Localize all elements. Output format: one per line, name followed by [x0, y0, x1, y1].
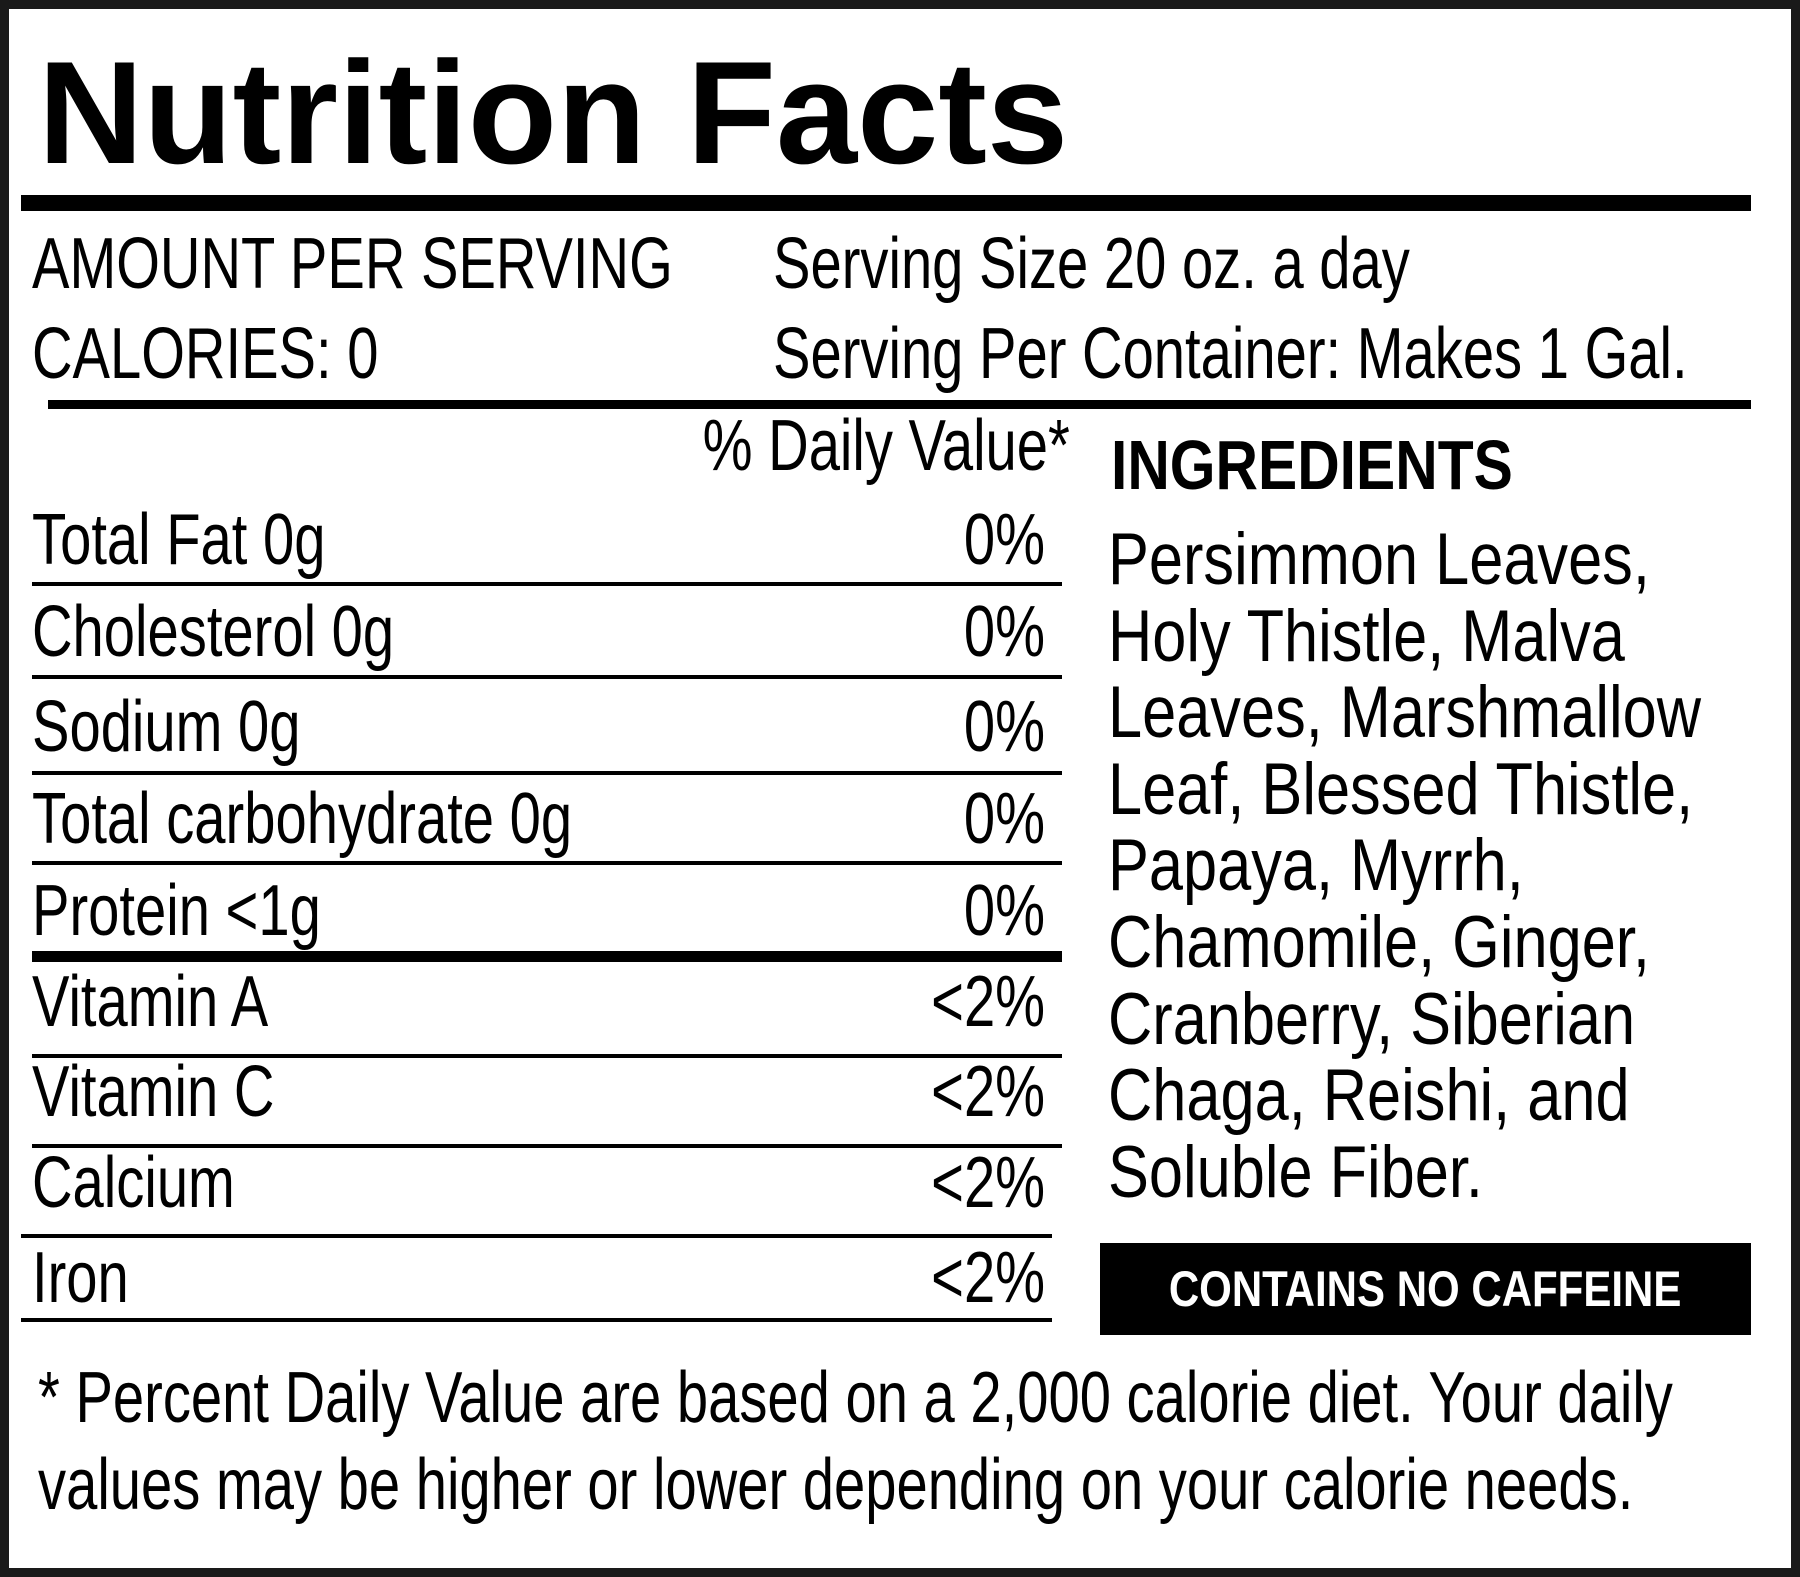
- ingredient-line: Soluble Fiber.: [1108, 1136, 1554, 1209]
- ingredient-line-text: Soluble Fiber.: [1108, 1131, 1483, 1213]
- row-divider: [32, 1054, 1062, 1058]
- ingredient-line: Holy Thistle, Malva: [1108, 600, 1723, 673]
- nutrient-daily-value: 0%: [941, 504, 1045, 576]
- nutrient-label: Vitamin C: [32, 1056, 343, 1128]
- servings-per-container: Serving Per Container: Makes 1 Gal.: [773, 318, 1800, 390]
- ingredient-line-text: Holy Thistle, Malva: [1108, 595, 1625, 677]
- ingredient-line-text: Cranberry, Siberian: [1108, 978, 1636, 1060]
- ingredient-line-text: Chaga, Reishi, and: [1108, 1055, 1630, 1137]
- serving-size: Serving Size 20 oz. a day: [773, 228, 1589, 300]
- nutrient-daily-value: 0%: [941, 596, 1045, 668]
- nutrient-label-text: Vitamin A: [32, 962, 269, 1042]
- nutrient-daily-value: <2%: [899, 1242, 1045, 1314]
- nutrient-label: Total Fat 0g: [32, 504, 408, 576]
- nutrient-daily-value-text: <2%: [931, 1238, 1045, 1318]
- daily-value-header: % Daily Value*: [599, 410, 1070, 482]
- nutrient-label-text: Total Fat 0g: [32, 500, 326, 580]
- header-divider: [48, 400, 1751, 409]
- row-divider: [21, 1318, 1052, 1322]
- ingredient-line: Leaf, Blessed Thistle,: [1108, 753, 1800, 826]
- nutrient-daily-value: <2%: [899, 1147, 1045, 1219]
- nutrient-daily-value: 0%: [941, 875, 1045, 947]
- ingredient-line: Chaga, Reishi, and: [1108, 1059, 1729, 1132]
- no-caffeine-text: CONTAINS NO CAFFEINE: [1169, 1261, 1682, 1317]
- serving-size-text: Serving Size 20 oz. a day: [773, 224, 1410, 304]
- page-title: Nutrition Facts: [38, 31, 1069, 194]
- calories-text: CALORIES: 0: [32, 314, 379, 394]
- nutrient-daily-value-text: 0%: [963, 871, 1045, 951]
- ingredient-line-text: Leaves, Marshmallow: [1108, 672, 1702, 754]
- nutrient-label: Calcium: [32, 1147, 292, 1219]
- nutrient-label: Iron: [32, 1242, 156, 1314]
- nutrient-daily-value: <2%: [899, 966, 1045, 1038]
- row-divider: [32, 675, 1062, 679]
- row-divider: [32, 951, 1062, 962]
- no-caffeine-badge: CONTAINS NO CAFFEINE: [1100, 1243, 1751, 1335]
- ingredient-line-text: Leaf, Blessed Thistle,: [1108, 748, 1694, 830]
- nutrient-daily-value-text: 0%: [963, 779, 1045, 859]
- nutrient-daily-value-text: <2%: [931, 1143, 1045, 1223]
- nutrient-label-text: Vitamin C: [32, 1052, 275, 1132]
- nutrient-label-text: Iron: [32, 1238, 129, 1318]
- footnote-line-2: values may be higher or lower depending …: [38, 1449, 1800, 1521]
- ingredient-line: Cranberry, Siberian: [1108, 983, 1736, 1056]
- nutrient-label-text: Cholesterol 0g: [32, 592, 395, 672]
- calories: CALORIES: 0: [32, 318, 476, 390]
- ingredient-line-text: Chamomile, Ginger,: [1108, 902, 1650, 983]
- ingredient-line: Chamomile, Ginger,: [1108, 906, 1753, 979]
- nutrient-label: Total carbohydrate 0g: [32, 783, 724, 855]
- nutrient-label: Vitamin A: [32, 966, 335, 1038]
- nutrient-label-text: Total carbohydrate 0g: [32, 779, 573, 859]
- ingredient-line-text: Persimmon Leaves,: [1108, 519, 1650, 600]
- ingredient-line: Persimmon Leaves,: [1108, 523, 1753, 596]
- row-divider: [32, 861, 1062, 865]
- footnote-line-2-text: values may be higher or lower depending …: [38, 1445, 1634, 1525]
- nutrient-daily-value: 0%: [941, 691, 1045, 763]
- nutrient-daily-value: <2%: [899, 1056, 1045, 1128]
- amount-per-serving: AMOUNT PER SERVING: [32, 228, 854, 300]
- nutrient-daily-value-text: 0%: [963, 500, 1045, 580]
- nutrient-daily-value-text: <2%: [931, 962, 1045, 1042]
- nutrient-daily-value: 0%: [941, 783, 1045, 855]
- footnote-line-1: * Percent Daily Value are based on a 2,0…: [38, 1362, 1800, 1434]
- ingredient-line-text: Papaya, Myrrh,: [1108, 825, 1524, 907]
- nutrient-label: Cholesterol 0g: [32, 596, 496, 668]
- row-divider: [32, 771, 1062, 775]
- nutrient-daily-value-text: 0%: [963, 592, 1045, 672]
- row-divider: [32, 1144, 1062, 1148]
- nutrient-label-text: Calcium: [32, 1143, 235, 1223]
- nutrient-daily-value-text: <2%: [931, 1052, 1045, 1132]
- ingredients-heading-text: INGREDIENTS: [1111, 426, 1513, 504]
- amount-per-serving-text: AMOUNT PER SERVING: [32, 224, 673, 304]
- row-divider: [32, 582, 1062, 586]
- nutrient-label-text: Sodium 0g: [32, 687, 301, 767]
- thick-divider: [21, 195, 1751, 211]
- footnote-line-1-text: * Percent Daily Value are based on a 2,0…: [38, 1358, 1673, 1438]
- nutrient-label: Protein <1g: [32, 875, 402, 947]
- daily-value-header-text: % Daily Value*: [702, 406, 1070, 486]
- ingredients-heading: INGREDIENTS: [1111, 430, 1589, 500]
- servings-per-container-text: Serving Per Container: Makes 1 Gal.: [773, 314, 1688, 394]
- row-divider: [21, 1234, 1052, 1238]
- nutrient-label: Sodium 0g: [32, 691, 376, 763]
- nutrient-daily-value-text: 0%: [963, 687, 1045, 767]
- ingredient-line: Leaves, Marshmallow: [1108, 676, 1800, 749]
- nutrient-label-text: Protein <1g: [32, 871, 321, 951]
- ingredient-line: Papaya, Myrrh,: [1108, 829, 1603, 902]
